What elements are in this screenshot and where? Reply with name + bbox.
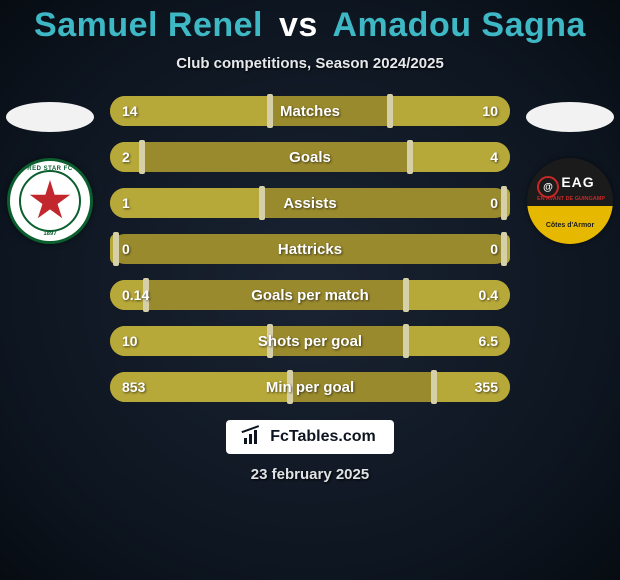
stat-label: Hattricks xyxy=(110,241,510,258)
player2-name: Amadou Sagna xyxy=(332,6,585,44)
player1-avatar-placeholder xyxy=(6,102,94,132)
stat-label: Assists xyxy=(110,195,510,212)
left-club-badge: RED STAR FC 1897 xyxy=(7,158,93,244)
stat-label: Matches xyxy=(110,103,510,120)
brand-badge: FcTables.com xyxy=(226,420,394,454)
right-club-sub2: Côtes d'Armor xyxy=(546,222,594,229)
subtitle: Club competitions, Season 2024/2025 xyxy=(176,55,444,72)
stat-row: Goals2 4 xyxy=(110,142,510,172)
stat-value-left: 1 xyxy=(122,195,130,211)
stat-value-right: 4 xyxy=(490,149,498,165)
left-side: RED STAR FC 1897 xyxy=(0,96,100,244)
stat-row: Goals per match0.14 0.4 xyxy=(110,280,510,310)
stat-value-left: 14 xyxy=(122,103,138,119)
stat-label: Shots per goal xyxy=(110,333,510,350)
chart-icon xyxy=(244,430,262,444)
left-club-year: 1897 xyxy=(43,231,56,237)
stat-value-right: 0.4 xyxy=(479,287,498,303)
star-icon xyxy=(29,180,71,222)
stat-label: Goals per match xyxy=(110,287,510,304)
brand-text: FcTables.com xyxy=(270,428,376,446)
stat-value-right: 0 xyxy=(490,195,498,211)
stat-value-right: 355 xyxy=(475,379,498,395)
player2-avatar-placeholder xyxy=(526,102,614,132)
footer: FcTables.com 23 february 2025 xyxy=(226,420,394,483)
stat-row: Hattricks0 0 xyxy=(110,234,510,264)
stat-row: Assists1 0 xyxy=(110,188,510,218)
stat-value-right: 6.5 xyxy=(479,333,498,349)
stat-value-left: 2 xyxy=(122,149,130,165)
infographic-root: Samuel Renel vs Amadou Sagna Club compet… xyxy=(0,0,620,580)
stat-value-left: 0 xyxy=(122,241,130,257)
eag-bot: Côtes d'Armor xyxy=(527,206,613,244)
date-text: 23 february 2025 xyxy=(251,466,369,483)
stat-label: Min per goal xyxy=(110,379,510,396)
stat-value-left: 853 xyxy=(122,379,145,395)
stat-value-left: 0.14 xyxy=(122,287,149,303)
stat-label: Goals xyxy=(110,149,510,166)
stat-row: Matches14 10 xyxy=(110,96,510,126)
stat-value-right: 10 xyxy=(482,103,498,119)
player1-name: Samuel Renel xyxy=(34,6,263,44)
stat-value-right: 0 xyxy=(490,241,498,257)
right-side: @ EAG EN AVANT DE GUINGAMP Côtes d'Armor xyxy=(520,96,620,244)
main-content: RED STAR FC 1897 Matches1410Goals24Assis… xyxy=(0,96,620,402)
page-title: Samuel Renel vs Amadou Sagna xyxy=(34,0,586,45)
stats-bars: Matches1410Goals24Assists10Hattricks00Go… xyxy=(110,96,510,402)
stat-value-left: 10 xyxy=(122,333,138,349)
stat-row: Shots per goal10 6.5 xyxy=(110,326,510,356)
right-club-badge: @ EAG EN AVANT DE GUINGAMP Côtes d'Armor xyxy=(527,158,613,244)
stat-row: Min per goal853 355 xyxy=(110,372,510,402)
right-club-sub1: EN AVANT DE GUINGAMP xyxy=(537,196,605,202)
left-club-inner xyxy=(19,170,81,232)
eag-spiral-icon: @ xyxy=(537,176,559,198)
vs-label: vs xyxy=(279,6,318,44)
eag-top: @ EAG EN AVANT DE GUINGAMP xyxy=(527,158,613,206)
